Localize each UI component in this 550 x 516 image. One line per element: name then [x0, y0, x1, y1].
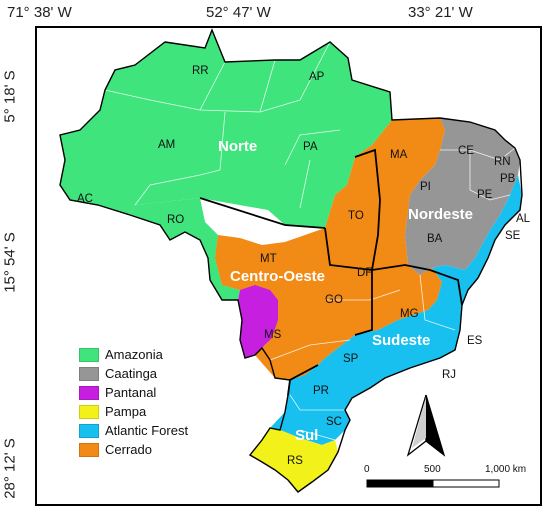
- state-label: MA: [390, 149, 408, 161]
- legend-label: Pantanal: [105, 385, 157, 400]
- legend-item-amazonia: Amazonia: [79, 345, 188, 364]
- legend-label: Caatinga: [105, 366, 158, 381]
- state-label: PI: [420, 181, 431, 193]
- latitude-label-3: 28° 12' S: [1, 438, 19, 499]
- legend-swatch: [79, 442, 99, 457]
- region-boundaries: [199, 148, 463, 396]
- scale-label-500: 500: [424, 464, 441, 475]
- state-label: MG: [400, 308, 419, 320]
- state-label: DF: [357, 267, 372, 279]
- state-label: TO: [348, 210, 364, 222]
- region-label-sudeste: Sudeste: [372, 332, 430, 349]
- state-label: PB: [500, 173, 516, 185]
- state-label: SC: [326, 416, 342, 428]
- legend-swatch: [79, 366, 99, 381]
- state-label: GO: [325, 294, 343, 306]
- state-label: CE: [458, 145, 474, 157]
- state-label: RS: [287, 455, 303, 467]
- country-outline: [59, 28, 523, 493]
- region-labels: Norte Nordeste Centro-Oeste Sudeste Sul: [218, 138, 473, 444]
- state-label: AL: [516, 213, 531, 225]
- legend: Amazonia Caatinga Pantanal Pampa Atlanti…: [79, 345, 188, 459]
- state-label: BA: [427, 233, 443, 245]
- legend-label: Pampa: [105, 404, 147, 419]
- state-label: MS: [264, 329, 282, 341]
- scale-bar: 0 500 1,000 km: [364, 464, 526, 488]
- state-label: SE: [505, 230, 521, 242]
- legend-swatch: [79, 404, 99, 419]
- legend-item-caatinga: Caatinga: [79, 364, 188, 383]
- legend-label: Atlantic Forest: [105, 423, 189, 438]
- longitude-label-1: 71° 38' W: [7, 4, 72, 21]
- region-label-norte: Norte: [218, 138, 257, 155]
- state-label: AC: [77, 193, 93, 205]
- legend-item-pantanal: Pantanal: [79, 383, 188, 402]
- legend-item-pampa: Pampa: [79, 402, 188, 421]
- longitude-label-2: 52° 47' W: [206, 4, 271, 21]
- north-arrow-icon: [406, 394, 446, 457]
- legend-swatch: [79, 347, 99, 362]
- state-label: AM: [158, 139, 175, 151]
- state-label: MT: [260, 253, 277, 265]
- state-label: SP: [343, 353, 359, 365]
- longitude-label-3: 33° 21' W: [408, 4, 473, 21]
- legend-item-atlantic-forest: Atlantic Forest: [79, 421, 188, 440]
- state-label: RO: [167, 214, 184, 226]
- scale-label-0: 0: [364, 464, 370, 475]
- state-label: RN: [494, 156, 511, 168]
- latitude-label-1: 5° 18' S: [1, 70, 19, 123]
- biome-pampa: [250, 428, 338, 492]
- legend-swatch: [79, 423, 99, 438]
- biome-atlantic-forest: [270, 175, 522, 445]
- brazil-map: RR AP AM PA AC RO MA CE RN PB PI PE AL S…: [59, 28, 531, 493]
- region-label-nordeste: Nordeste: [408, 206, 473, 223]
- legend-label: Cerrado: [105, 442, 152, 457]
- legend-item-cerrado: Cerrado: [79, 440, 188, 459]
- region-label-sul: Sul: [295, 427, 318, 444]
- scale-label-1000: 1,000 km: [485, 464, 526, 475]
- state-label: RR: [192, 65, 209, 77]
- biome-amazonia: [60, 30, 392, 290]
- state-label: RJ: [442, 369, 456, 381]
- biome-pantanal: [238, 285, 278, 358]
- latitude-label-2: 15° 54' S: [1, 232, 19, 293]
- state-label: AP: [309, 71, 325, 83]
- legend-label: Amazonia: [105, 347, 163, 362]
- state-label: PR: [313, 385, 329, 397]
- state-labels: RR AP AM PA AC RO MA CE RN PB PI PE AL S…: [77, 65, 531, 467]
- state-label: PA: [303, 141, 318, 153]
- legend-swatch: [79, 385, 99, 400]
- state-label: PE: [477, 189, 493, 201]
- state-label: ES: [467, 335, 483, 347]
- region-label-centro-oeste: Centro-Oeste: [230, 268, 325, 285]
